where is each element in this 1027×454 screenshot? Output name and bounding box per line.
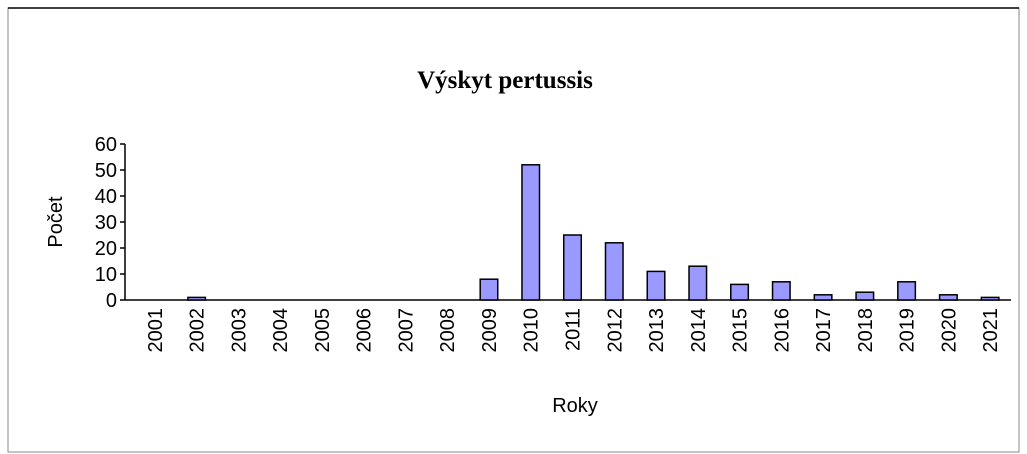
x-tick-label: 2019: [897, 308, 919, 353]
x-tick-label: 2004: [270, 308, 292, 353]
x-tick-label: 2020: [938, 308, 960, 353]
bar: [521, 164, 541, 301]
bar: [897, 281, 917, 301]
chart-title: Výskyt pertussis: [417, 67, 593, 94]
x-tick-label: 2007: [395, 308, 417, 353]
x-axis-label: Roky: [552, 395, 598, 417]
x-tick-label: 2017: [813, 308, 835, 353]
x-tick-label: 2018: [855, 308, 877, 353]
bar: [813, 294, 833, 301]
bar: [771, 281, 791, 301]
y-tick-label: 50: [95, 160, 117, 182]
x-tick-label: 2005: [312, 308, 334, 353]
bar: [855, 291, 875, 301]
x-tick-label: 2008: [437, 308, 459, 353]
y-tick-label: 0: [106, 290, 117, 312]
x-tick-label: 2003: [228, 308, 250, 353]
x-tick-label: 2014: [688, 308, 710, 353]
y-axis-label: Počet: [45, 196, 67, 248]
x-tick-label: 2021: [980, 308, 1002, 353]
y-tick-label: 30: [95, 212, 117, 234]
bar: [187, 296, 207, 301]
x-tick-label: 2013: [646, 308, 668, 353]
bar: [688, 265, 708, 301]
y-tick-label: 60: [95, 134, 117, 156]
x-tick-label: 2001: [145, 308, 167, 353]
x-tick-label: 2002: [187, 308, 209, 353]
bar: [479, 278, 499, 301]
x-tick-label: 2006: [354, 308, 376, 353]
x-tick-label: 2010: [521, 308, 543, 353]
x-tick-label: 2012: [604, 308, 626, 353]
y-tick-label: 20: [95, 238, 117, 260]
bar: [938, 294, 958, 301]
x-tick-label: 2016: [771, 308, 793, 353]
x-tick-label: 2009: [479, 308, 501, 353]
bar: [604, 242, 624, 301]
bar: [980, 296, 1000, 301]
y-tick-label: 10: [95, 264, 117, 286]
bar: [562, 234, 583, 301]
x-tick-label: 2015: [730, 308, 752, 353]
bar: [730, 283, 750, 301]
x-tick-label: 2011: [563, 308, 585, 351]
y-tick-label: 40: [95, 186, 117, 208]
bar: [646, 270, 666, 301]
